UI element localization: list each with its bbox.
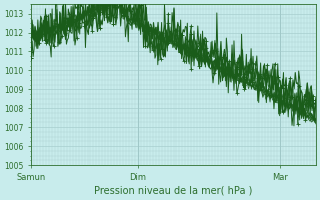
X-axis label: Pression niveau de la mer( hPa ): Pression niveau de la mer( hPa ) — [94, 186, 253, 196]
